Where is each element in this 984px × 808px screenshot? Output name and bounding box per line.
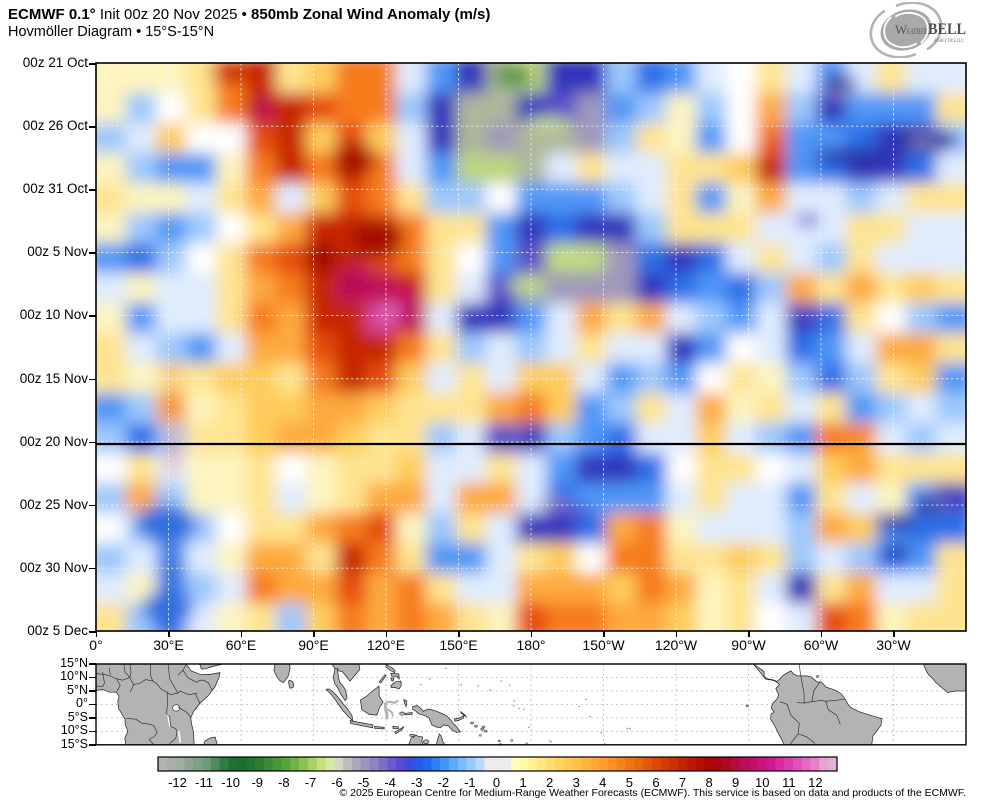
svg-text:ANALYTICS LLC: ANALYTICS LLC <box>934 38 964 44</box>
svg-text:W: W <box>895 22 908 37</box>
svg-text:BELL: BELL <box>928 21 966 38</box>
svg-text:EATHER: EATHER <box>907 26 927 36</box>
